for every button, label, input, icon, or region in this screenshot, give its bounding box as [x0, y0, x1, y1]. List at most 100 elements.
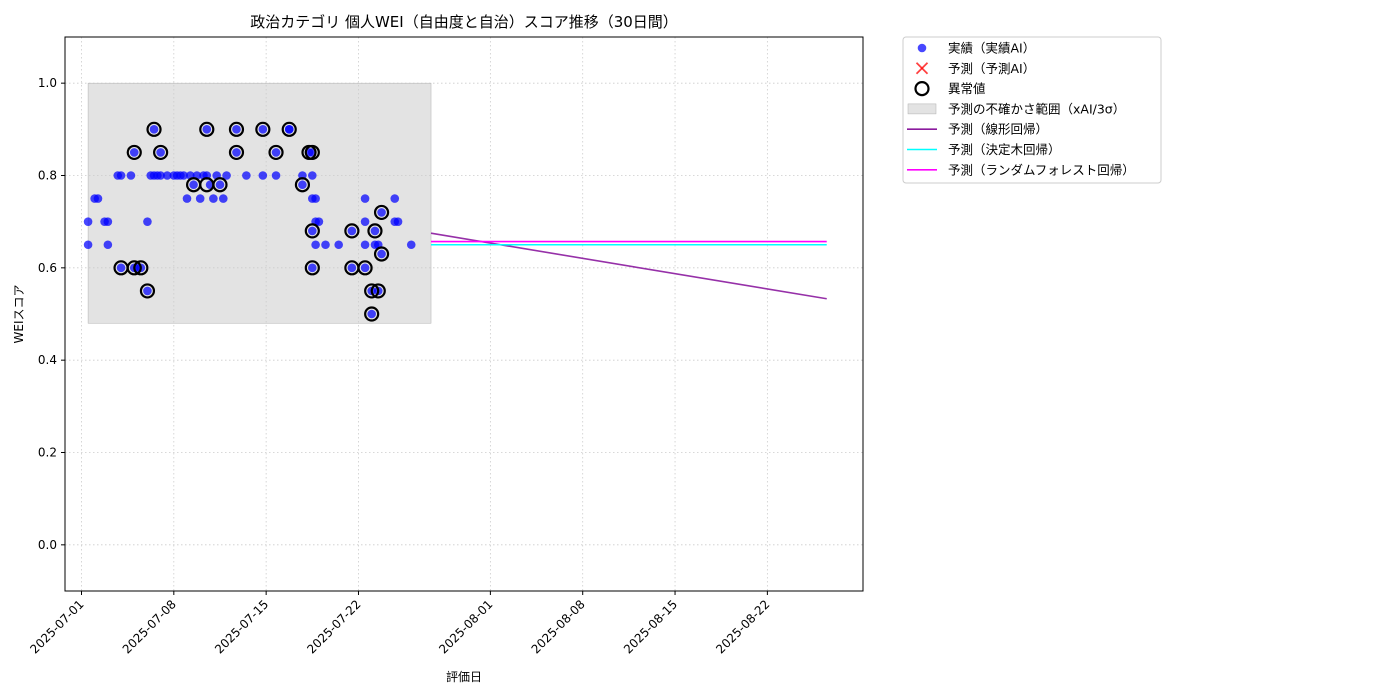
actual-point: [334, 240, 343, 250]
actual-point: [406, 240, 416, 250]
actual-point: [232, 125, 241, 134]
x-tick-label: 2025-08-08: [529, 597, 588, 656]
x-tick-label: 2025-07-08: [120, 597, 179, 656]
actual-point: [242, 171, 251, 180]
anomaly-marker: [373, 204, 390, 221]
actual-point: [347, 226, 357, 236]
anomaly-marker: [228, 121, 245, 137]
actual-point: [93, 194, 103, 203]
actual-point: [182, 194, 192, 203]
actual-point: [360, 263, 370, 273]
actual-point: [232, 148, 241, 157]
legend-box: [902, 36, 1162, 184]
anomaly-marker: [364, 306, 380, 322]
anomaly-marker: [373, 246, 390, 262]
actual-point: [202, 125, 212, 134]
actual-point: [377, 208, 386, 217]
anomaly-marker: [364, 283, 380, 299]
prediction-lines: [430, 232, 827, 300]
anomaly-marker: [370, 283, 386, 299]
actual-point: [390, 194, 400, 203]
anomaly-marker: [153, 144, 169, 161]
legend-label-tree: 予測（決定木回帰）: [948, 142, 1061, 157]
actual-point: [314, 217, 324, 226]
actual-point: [116, 263, 126, 273]
anomaly-marker: [133, 260, 149, 276]
y-axis-label: WEIスコア: [12, 285, 26, 344]
anomaly-marker: [304, 144, 320, 161]
actual-point: [126, 171, 136, 180]
y-tick-label: 0.8: [38, 169, 57, 183]
actual-point: [377, 249, 386, 259]
actual-point: [284, 125, 294, 134]
y-tick-label: 1.0: [38, 76, 57, 90]
actual-point: [143, 217, 152, 226]
actual-point: [308, 263, 317, 273]
actual-point: [103, 217, 113, 226]
actual-point: [271, 171, 281, 180]
actual-point: [347, 263, 357, 273]
anomaly-marker: [126, 260, 142, 276]
actual-point: [311, 240, 320, 250]
actual-point: [360, 217, 370, 226]
x-tick-label: 2025-07-22: [304, 597, 363, 656]
legend-label-forest: 予測（ランダムフォレスト回帰）: [948, 162, 1135, 177]
actual-point: [143, 286, 152, 296]
actual-point: [308, 171, 317, 180]
actual-point: [367, 309, 376, 319]
y-tick-label: 0.4: [38, 353, 57, 367]
legend-marker-anomaly: [914, 80, 930, 97]
legend-label-band: 予測の不確かさ範囲（xAI/3σ）: [948, 101, 1125, 116]
y-axis-ticks: 0.0 0.2 0.4 0.6 0.8 1.0: [38, 76, 65, 552]
actual-point: [393, 217, 403, 226]
y-tick-label: 0.0: [38, 538, 57, 552]
actual-point: [360, 240, 370, 250]
actual-point: [218, 194, 228, 203]
x-tick-label: 2025-08-15: [621, 597, 680, 656]
actual-point: [308, 226, 317, 236]
uncertainty-band-rect: [87, 82, 432, 324]
legend-label-anomaly: 異常値: [948, 81, 986, 96]
legend-marker-actual: [917, 43, 927, 53]
actual-point: [222, 171, 231, 180]
actual-point: [271, 148, 281, 157]
actual-point: [321, 240, 330, 250]
actual-point: [116, 171, 126, 180]
uncertainty-band: [87, 82, 432, 324]
x-tick-label: 2025-07-15: [212, 597, 271, 656]
anomaly-marker: [139, 283, 156, 299]
anomaly-marker: [212, 177, 228, 193]
anomaly-marker: [344, 223, 360, 239]
legend-label-linear: 予測（線形回帰）: [948, 122, 1048, 137]
anomaly-marker: [199, 121, 215, 137]
actual-point: [258, 125, 268, 134]
anomaly-marker: [126, 144, 142, 161]
actual-point: [370, 226, 380, 236]
legend-marker-band: [907, 103, 937, 115]
actual-point: [156, 148, 165, 157]
actual-point: [83, 240, 93, 250]
actual-point: [83, 217, 93, 226]
anomaly-marker: [255, 121, 271, 137]
actual-point: [179, 171, 189, 180]
anomaly-marker: [294, 177, 311, 193]
x-tick-label: 2025-08-01: [436, 597, 495, 656]
actual-point: [298, 180, 307, 190]
y-tick-label: 0.6: [38, 261, 57, 275]
anomaly-marker: [367, 223, 383, 239]
actual-point: [129, 148, 139, 157]
x-axis-label: 評価日: [446, 669, 482, 684]
legend-label-actual: 実績（実績AI）: [948, 41, 1035, 56]
actual-point: [162, 171, 172, 180]
legend-x-stroke: [915, 62, 929, 75]
anomaly-marker: [146, 121, 162, 137]
actual-point: [360, 194, 370, 203]
legend-marker-prediction-ai: [915, 62, 929, 75]
x-tick-label: 2025-07-01: [27, 597, 86, 656]
actual-point: [195, 194, 205, 203]
anomaly-marker: [228, 144, 245, 161]
actual-point: [189, 180, 198, 190]
chart-title: 政治カテゴリ 個人WEI（自由度と自治）スコア推移（30日間）: [250, 13, 678, 31]
y-tick-label: 0.2: [38, 446, 57, 460]
